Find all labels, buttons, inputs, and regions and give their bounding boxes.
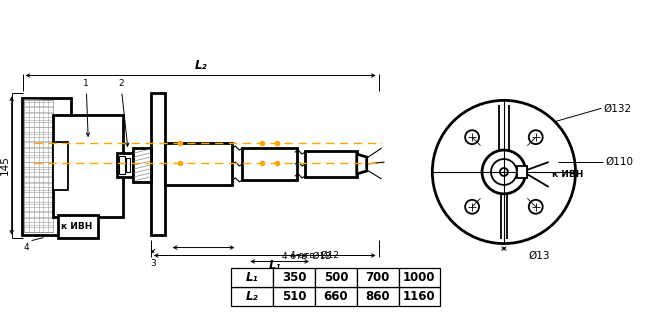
Bar [133,148,151,182]
Text: L₁: L₁ [246,271,259,284]
Bar [517,166,527,178]
Bar [151,93,165,234]
Bar [315,268,357,287]
Bar [21,98,71,234]
Polygon shape [357,154,367,174]
Bar [305,151,357,177]
Bar [231,268,273,287]
Bar [58,215,98,238]
Bar [357,268,399,287]
Text: L₂: L₂ [194,59,207,72]
Text: L₁: L₁ [269,260,281,272]
Text: 700: 700 [365,271,390,284]
Text: 145: 145 [0,155,9,176]
Text: 4 отв. Ø12: 4 отв. Ø12 [290,251,339,260]
Bar [242,148,297,180]
Bar [165,143,232,185]
Bar [315,287,357,306]
Bar [399,268,440,287]
Text: Ø132: Ø132 [603,103,631,113]
Bar [231,287,273,306]
Bar [273,268,315,287]
Text: 1160: 1160 [403,290,436,303]
Bar [53,115,123,217]
Bar [357,287,399,306]
Bar [53,142,68,190]
Text: Ø110: Ø110 [605,157,633,167]
Text: 4: 4 [23,243,29,252]
Text: к ИВН: к ИВН [61,222,93,231]
Text: 2: 2 [118,79,129,146]
Text: L₂: L₂ [246,290,259,303]
Text: 1: 1 [84,79,90,136]
Text: 660: 660 [323,290,348,303]
Text: к ИВН: к ИВН [552,171,583,180]
Bar [23,100,53,231]
Text: 350: 350 [282,271,307,284]
Bar [119,156,125,174]
Text: Ø13: Ø13 [529,251,550,261]
Text: 500: 500 [323,271,348,284]
Text: 3: 3 [150,260,156,268]
Text: 510: 510 [282,290,307,303]
Text: 860: 860 [365,290,390,303]
Bar [117,153,133,177]
Text: 1000: 1000 [403,271,436,284]
Bar [126,158,130,172]
Text: 4 отв. Ø12: 4 отв. Ø12 [282,252,331,261]
Bar [273,287,315,306]
Bar [399,287,440,306]
